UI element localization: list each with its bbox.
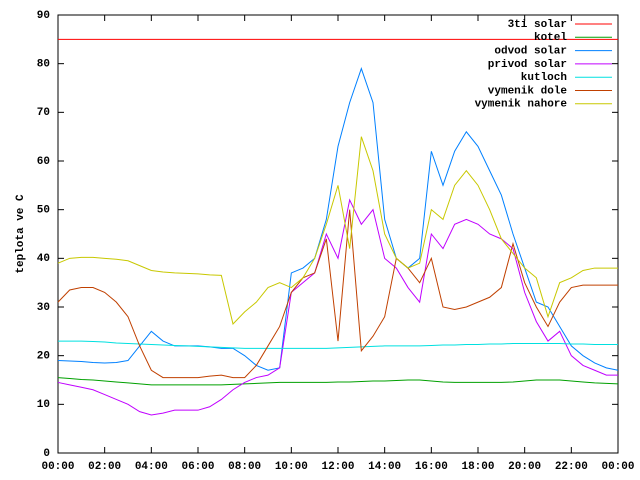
y-tick-label: 70 bbox=[37, 107, 50, 119]
x-tick-label: 08:00 bbox=[228, 461, 261, 473]
x-tick-label: 06:00 bbox=[181, 461, 214, 473]
x-tick-label: 22:00 bbox=[555, 461, 588, 473]
y-tick-label: 80 bbox=[37, 59, 50, 71]
y-tick-label: 0 bbox=[43, 448, 50, 460]
y-axis-label: teplota ve C bbox=[15, 194, 27, 274]
x-tick-label: 00:00 bbox=[601, 461, 634, 473]
x-tick-label: 04:00 bbox=[135, 461, 168, 473]
y-tick-label: 50 bbox=[37, 205, 50, 217]
series-line bbox=[57, 136, 618, 326]
series-line bbox=[57, 377, 619, 386]
x-tick-label: 00:00 bbox=[41, 461, 74, 473]
legend-label: kutloch bbox=[521, 72, 567, 84]
legend-label: vymenik nahore bbox=[475, 99, 568, 111]
legend-label: vymenik dole bbox=[488, 85, 568, 97]
x-tick-label: 20:00 bbox=[508, 461, 541, 473]
series-line bbox=[57, 209, 618, 379]
legend-label: privod solar bbox=[488, 59, 567, 71]
series-line bbox=[58, 340, 618, 349]
x-tick-label: 10:00 bbox=[275, 461, 308, 473]
y-tick-label: 20 bbox=[37, 351, 50, 363]
legend-label: 3ti solar bbox=[508, 19, 567, 31]
x-tick-label: 14:00 bbox=[368, 461, 401, 473]
x-tick-label: 18:00 bbox=[461, 461, 494, 473]
series-line bbox=[57, 66, 619, 371]
x-tick-label: 02:00 bbox=[88, 461, 121, 473]
y-tick-label: 60 bbox=[37, 156, 50, 168]
series-line bbox=[57, 198, 618, 416]
x-tick-label: 16:00 bbox=[415, 461, 448, 473]
y-tick-label: 10 bbox=[37, 399, 50, 411]
y-tick-label: 90 bbox=[37, 10, 50, 22]
x-tick-label: 12:00 bbox=[321, 461, 354, 473]
y-tick-label: 40 bbox=[37, 253, 50, 265]
legend-label: kotel bbox=[534, 32, 567, 44]
y-tick-label: 30 bbox=[37, 302, 50, 314]
legend-label: odvod solar bbox=[494, 46, 567, 58]
